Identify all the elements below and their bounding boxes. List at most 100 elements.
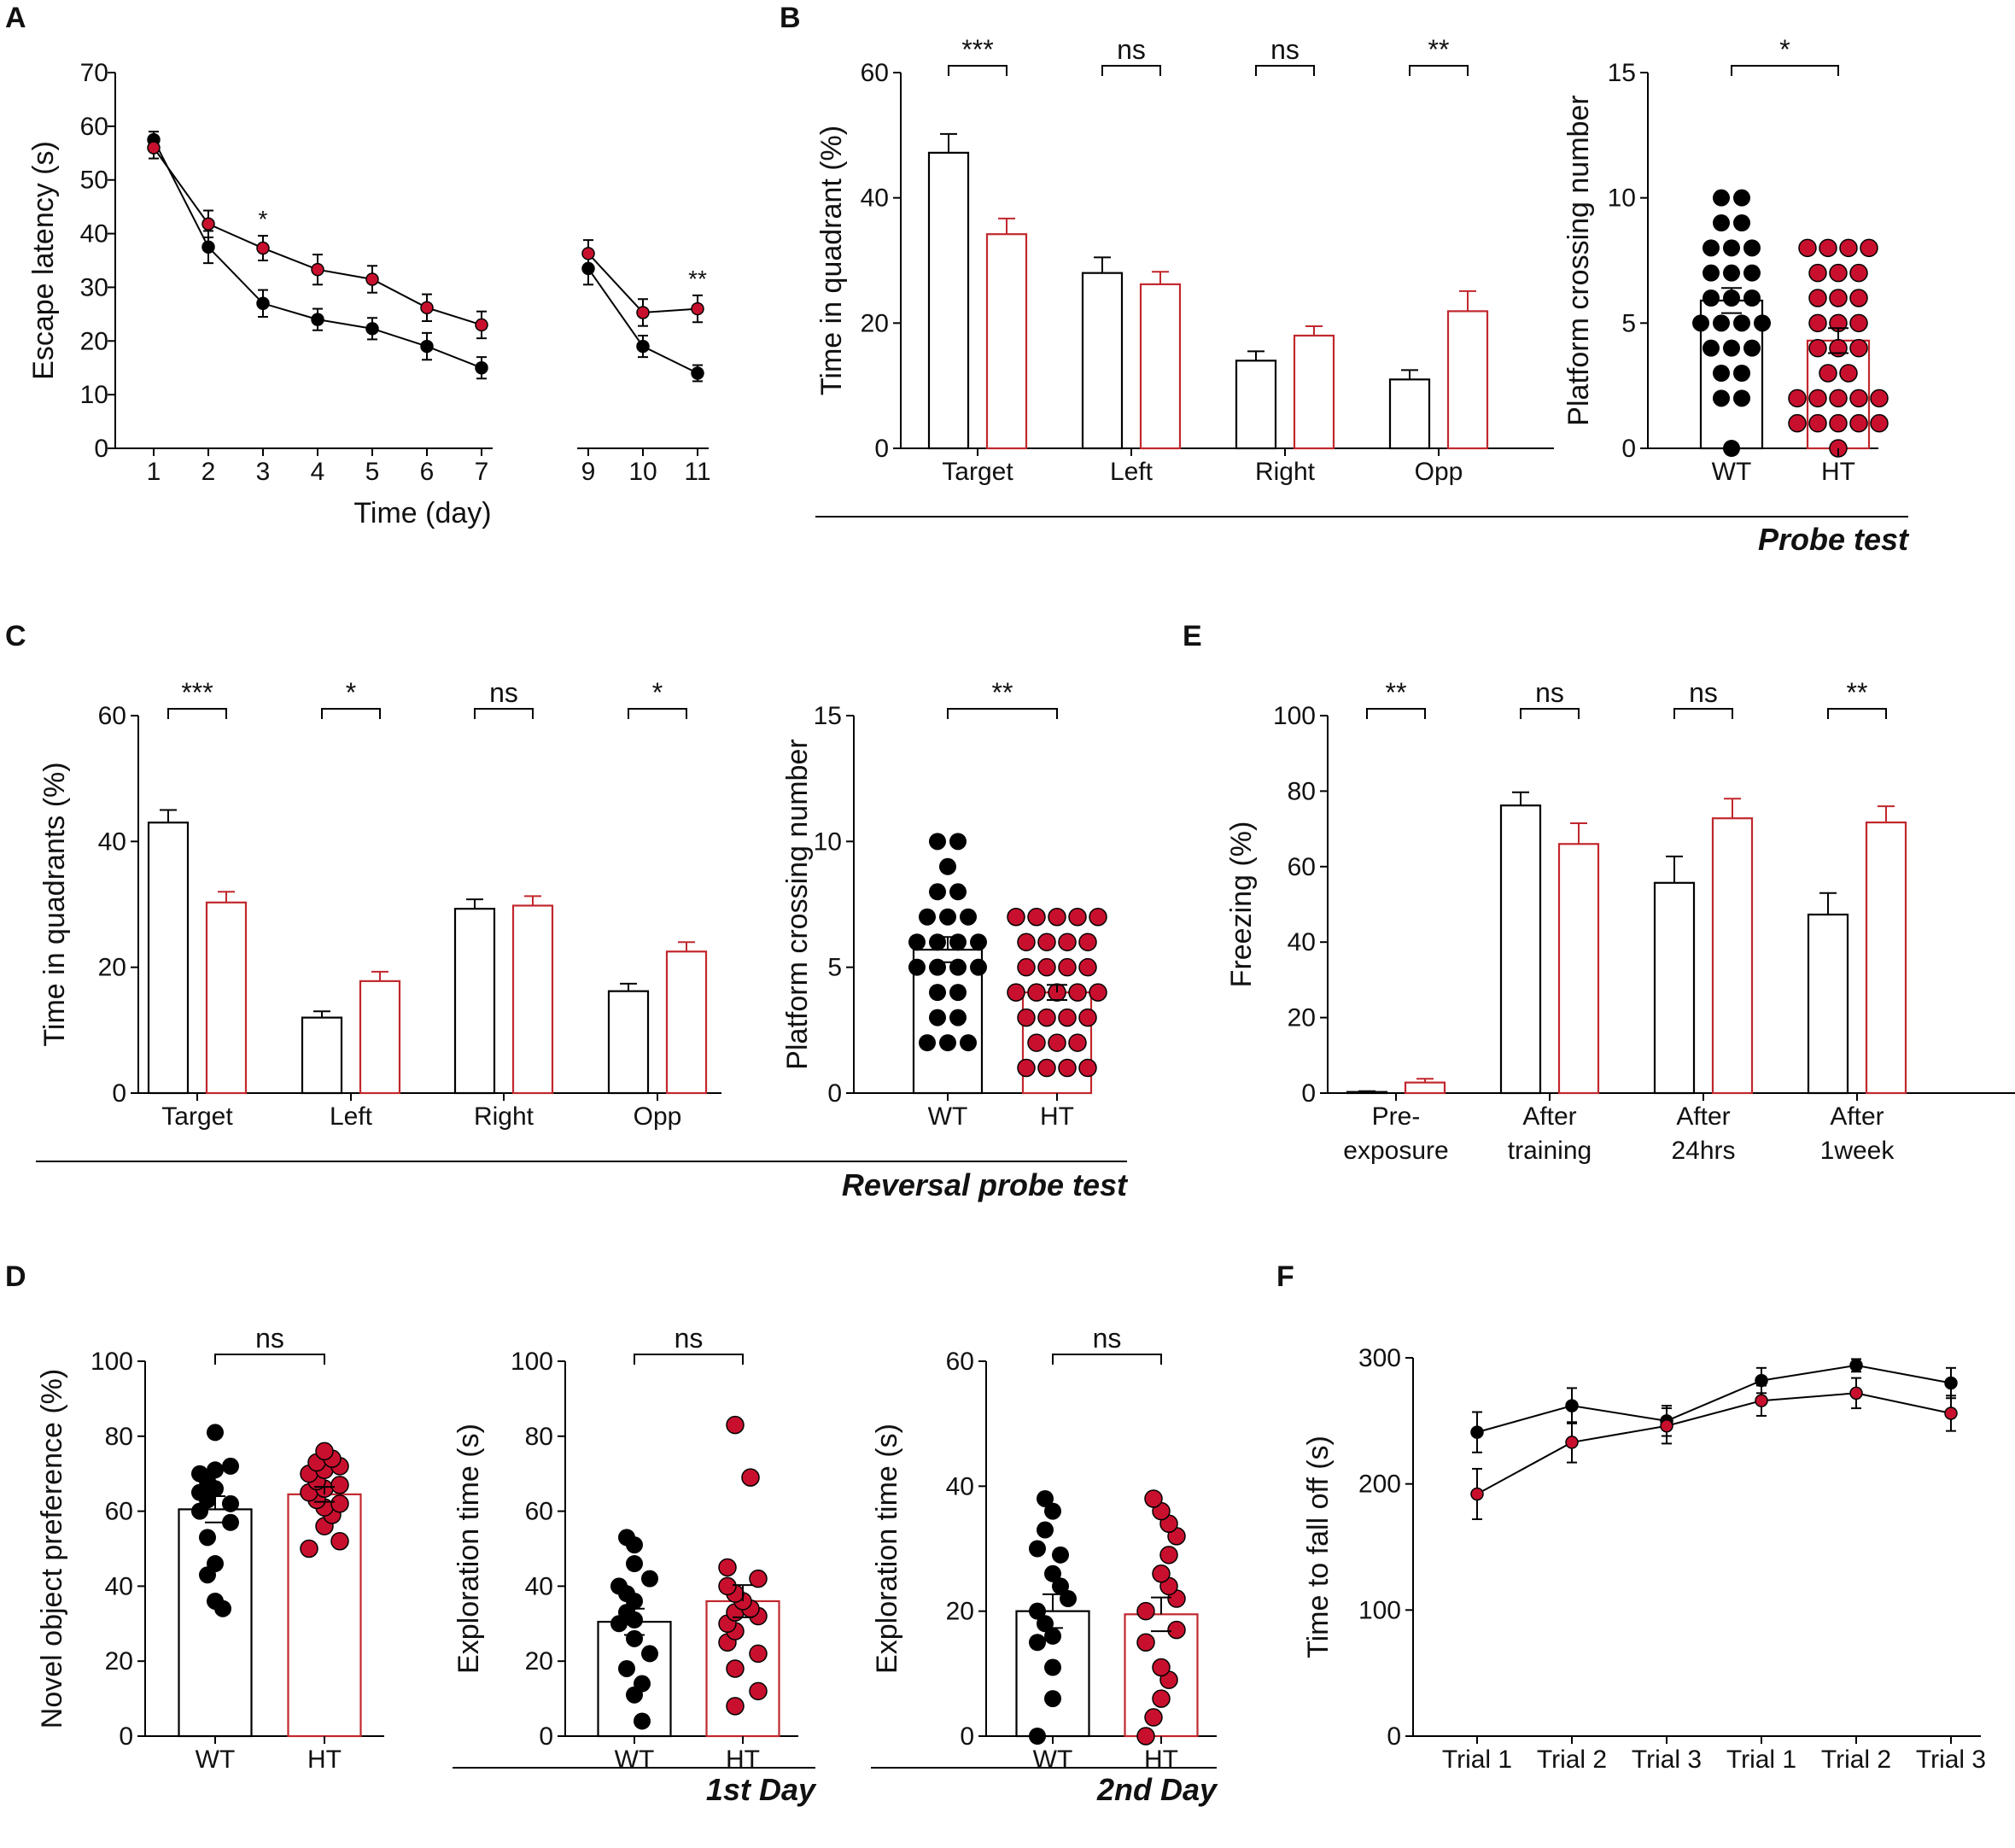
- data-point-ht: [1068, 983, 1087, 1002]
- x-tick-label: Opp: [634, 1102, 682, 1131]
- data-point-ht: [1136, 1633, 1155, 1652]
- bar-ht: [1711, 817, 1754, 1095]
- data-point-ht: [1078, 957, 1097, 977]
- bar-wt: [453, 908, 496, 1095]
- significance-label: ns: [1535, 677, 1564, 708]
- data-point-ht: [1167, 1620, 1186, 1640]
- data-point-ht: [1565, 1436, 1579, 1449]
- x-tick-label: After: [1676, 1102, 1730, 1131]
- x-tick-label: After: [1830, 1102, 1884, 1131]
- data-point-wt: [634, 1712, 651, 1730]
- significance-label: ***: [961, 34, 993, 65]
- y-tick-label: 40: [861, 184, 889, 213]
- data-point-wt: [919, 1034, 936, 1052]
- data-point-ht: [1829, 413, 1848, 433]
- data-point-ht: [1860, 238, 1878, 258]
- y-tick-label: 60: [105, 1498, 133, 1526]
- data-point-ht: [1944, 1406, 1958, 1420]
- y-tick-label: 20: [861, 309, 889, 337]
- chart-c1: 0 20 40 60 Time in quadrants (%) Target *** Lef…: [38, 677, 721, 1131]
- y-tick-label: 60: [525, 1498, 553, 1526]
- panel-label-e: E: [1183, 620, 1202, 652]
- data-point-ht: [1849, 338, 1868, 358]
- data-point-ht: [1839, 364, 1858, 383]
- significance-bracket: [167, 708, 227, 719]
- data-point-ht: [1849, 263, 1868, 283]
- data-point-ht: [1152, 1689, 1171, 1708]
- y-tick-label: 60: [80, 113, 108, 141]
- data-point-wt: [1044, 1658, 1061, 1676]
- significance-label: **: [992, 677, 1013, 708]
- data-point-wt: [949, 833, 967, 851]
- x-tick-label: WT: [615, 1746, 655, 1774]
- x-tick-label: 24hrs: [1671, 1137, 1735, 1165]
- significance-bracket: [1366, 708, 1426, 719]
- y-tick-label: 300: [1358, 1344, 1401, 1372]
- data-point-ht: [1788, 413, 1807, 433]
- x-tick-label: Left: [330, 1102, 373, 1131]
- data-point-ht: [1078, 1058, 1097, 1078]
- y-tick-label: 20: [98, 954, 126, 982]
- x-tick-label: After: [1522, 1102, 1576, 1131]
- data-point-ht: [1027, 907, 1046, 927]
- x-tick-label: 7: [475, 458, 489, 486]
- data-point-wt: [626, 1555, 643, 1573]
- data-point-ht: [1870, 413, 1889, 433]
- data-point-ht: [1829, 389, 1848, 408]
- data-point-wt: [1470, 1425, 1484, 1439]
- chart-d3: 0 20 40 60 Exploration time (s) WT HT ns: [871, 1323, 1217, 1774]
- bar-wt: [1081, 272, 1124, 450]
- data-point-ht: [1829, 263, 1848, 283]
- data-point-wt: [939, 908, 956, 926]
- bar-ht: [359, 980, 401, 1095]
- data-point-ht: [202, 217, 215, 231]
- y-tick-label: 100: [1273, 702, 1316, 730]
- significance-bracket: [1052, 1354, 1162, 1365]
- probe-test-label: Probe test: [1758, 522, 1910, 557]
- data-point-wt: [1029, 1602, 1046, 1620]
- significance-label: **: [1847, 677, 1868, 708]
- data-point-ht: [1808, 289, 1827, 307]
- y-axis-title: Escape latency (s): [27, 141, 60, 380]
- bar-wt: [912, 948, 984, 1095]
- data-point-ht: [1798, 238, 1817, 258]
- x-tick-label: HT: [307, 1746, 342, 1774]
- data-point-wt: [641, 1645, 658, 1663]
- data-point-ht: [315, 1442, 334, 1461]
- y-tick-label: 0: [1387, 1722, 1401, 1751]
- data-point-wt: [1713, 389, 1730, 407]
- x-tick-label: Trial 2: [1537, 1746, 1607, 1774]
- significance-label: ns: [1117, 34, 1146, 65]
- data-point-wt: [1733, 189, 1750, 207]
- bar-ht: [985, 233, 1028, 450]
- x-tick-label: Target: [161, 1102, 233, 1131]
- data-point-wt: [929, 984, 946, 1002]
- data-point-wt: [1733, 389, 1750, 407]
- data-point-wt: [1733, 365, 1750, 382]
- significance-label: **: [688, 266, 707, 292]
- significance-label: ns: [1689, 677, 1718, 708]
- data-point-ht: [1152, 1658, 1171, 1677]
- data-point-wt: [634, 1675, 651, 1693]
- x-tick-label: 2: [202, 458, 216, 486]
- x-tick-label: Trial 1: [1726, 1746, 1796, 1774]
- data-point-ht: [1152, 1564, 1171, 1583]
- bar-ht: [511, 904, 554, 1095]
- data-point-ht: [1068, 1033, 1087, 1052]
- data-point-ht: [1007, 907, 1025, 927]
- significance-bracket: [1827, 708, 1887, 719]
- significance-bracket: [1409, 65, 1469, 76]
- x-tick-label: 11: [684, 458, 710, 486]
- data-point-ht: [311, 262, 324, 277]
- data-point-wt: [191, 1465, 208, 1482]
- data-point-wt: [1565, 1399, 1579, 1412]
- significance-label: *: [1779, 34, 1790, 65]
- data-point-ht: [726, 1415, 745, 1435]
- chart-f: 0 100 200 300 Time to fall off (s) Trial 1 Tri…: [1302, 1344, 1986, 1774]
- bar-ht: [1865, 821, 1907, 1095]
- bar-wt: [1346, 1091, 1388, 1095]
- data-point-ht: [475, 318, 488, 332]
- x-tick-label: HT: [1821, 458, 1855, 486]
- x-tick-label: Trial 3: [1916, 1746, 1986, 1774]
- bar-wt: [147, 822, 190, 1095]
